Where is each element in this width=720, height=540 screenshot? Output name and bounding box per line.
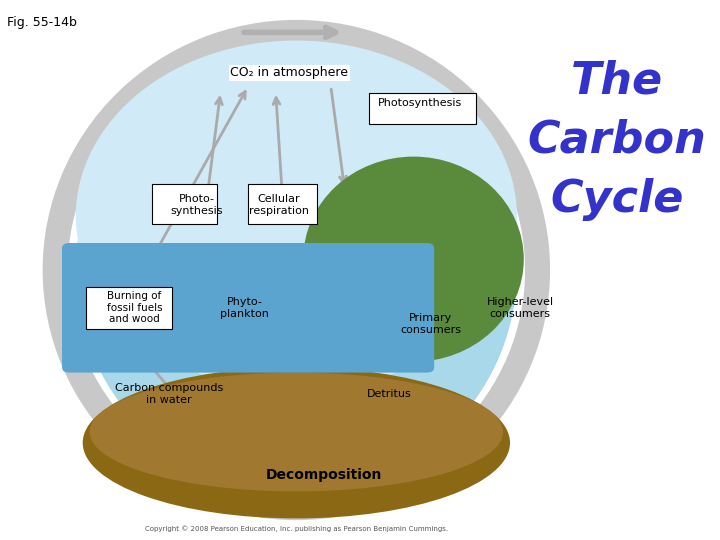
- Text: Detritus: Detritus: [367, 389, 412, 399]
- Text: Decomposition: Decomposition: [266, 468, 382, 482]
- Text: Carbon compounds
in water: Carbon compounds in water: [114, 383, 223, 405]
- FancyBboxPatch shape: [86, 287, 172, 329]
- FancyBboxPatch shape: [62, 243, 434, 373]
- Text: Carbon: Carbon: [528, 119, 706, 162]
- Text: Primary
consumers: Primary consumers: [400, 313, 462, 335]
- FancyBboxPatch shape: [152, 184, 217, 224]
- Text: Burning of
fossil fuels
and wood: Burning of fossil fuels and wood: [107, 291, 162, 325]
- Ellipse shape: [76, 40, 517, 392]
- Text: Copyright © 2008 Pearson Education, Inc. publishing as Pearson Benjamin Cummings: Copyright © 2008 Pearson Education, Inc.…: [145, 525, 448, 532]
- FancyBboxPatch shape: [369, 93, 475, 124]
- Ellipse shape: [303, 157, 524, 362]
- Text: Photosynthesis: Photosynthesis: [378, 98, 462, 107]
- Text: Phyto-
plankton: Phyto- plankton: [220, 297, 269, 319]
- Ellipse shape: [89, 373, 503, 491]
- Ellipse shape: [83, 367, 510, 518]
- Ellipse shape: [76, 49, 517, 491]
- Text: Higher-level
consumers: Higher-level consumers: [487, 297, 554, 319]
- Text: The: The: [571, 59, 663, 103]
- Text: Photo-
synthesis: Photo- synthesis: [170, 194, 222, 216]
- FancyBboxPatch shape: [248, 184, 317, 224]
- Text: CO₂ in atmosphere: CO₂ in atmosphere: [230, 66, 348, 79]
- Text: Cellular
respiration: Cellular respiration: [249, 194, 309, 216]
- Text: Fig. 55-14b: Fig. 55-14b: [7, 16, 77, 29]
- Text: Cycle: Cycle: [550, 178, 683, 221]
